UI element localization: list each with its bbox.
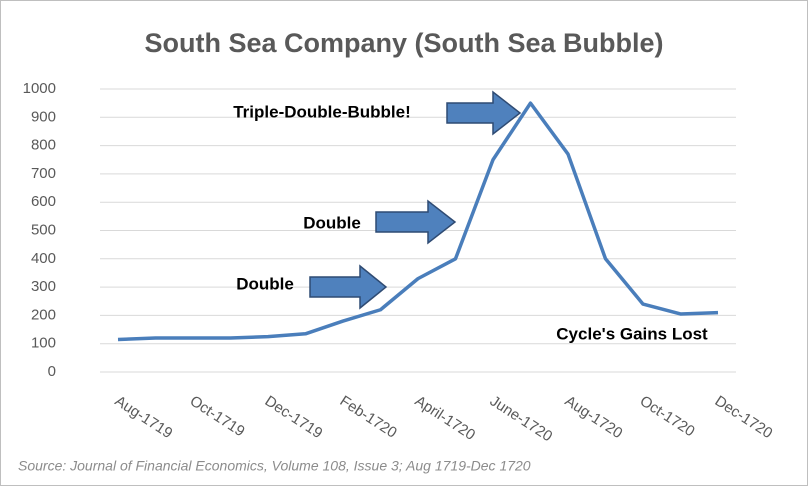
y-tick-label: 900: [31, 108, 56, 125]
y-tick-label: 500: [31, 221, 56, 238]
y-tick-label: 800: [31, 137, 56, 154]
data-line: [117, 101, 719, 342]
source-note: Source: Journal of Financial Economics, …: [18, 458, 531, 474]
y-tick-label: 200: [31, 306, 56, 323]
arrow: [309, 264, 388, 310]
y-tick-label: 400: [31, 250, 56, 267]
annotation: Triple-Double-Bubble!: [233, 102, 411, 121]
y-tick-label: 700: [31, 165, 56, 182]
chart-title: South Sea Company (South Sea Bubble): [144, 28, 663, 58]
y-tick-label: 100: [31, 335, 56, 352]
y-tick-label: 600: [31, 193, 56, 210]
y-tick-label: 300: [31, 278, 56, 295]
annotation: Double: [303, 213, 361, 232]
arrow: [446, 90, 522, 136]
annotation: Cycle's Gains Lost: [556, 324, 708, 343]
annotation: Double: [236, 274, 294, 293]
y-tick-label: 1000: [23, 80, 56, 97]
arrow: [375, 199, 457, 245]
arrows: [309, 90, 522, 310]
y-tick-label: 0: [48, 363, 56, 380]
